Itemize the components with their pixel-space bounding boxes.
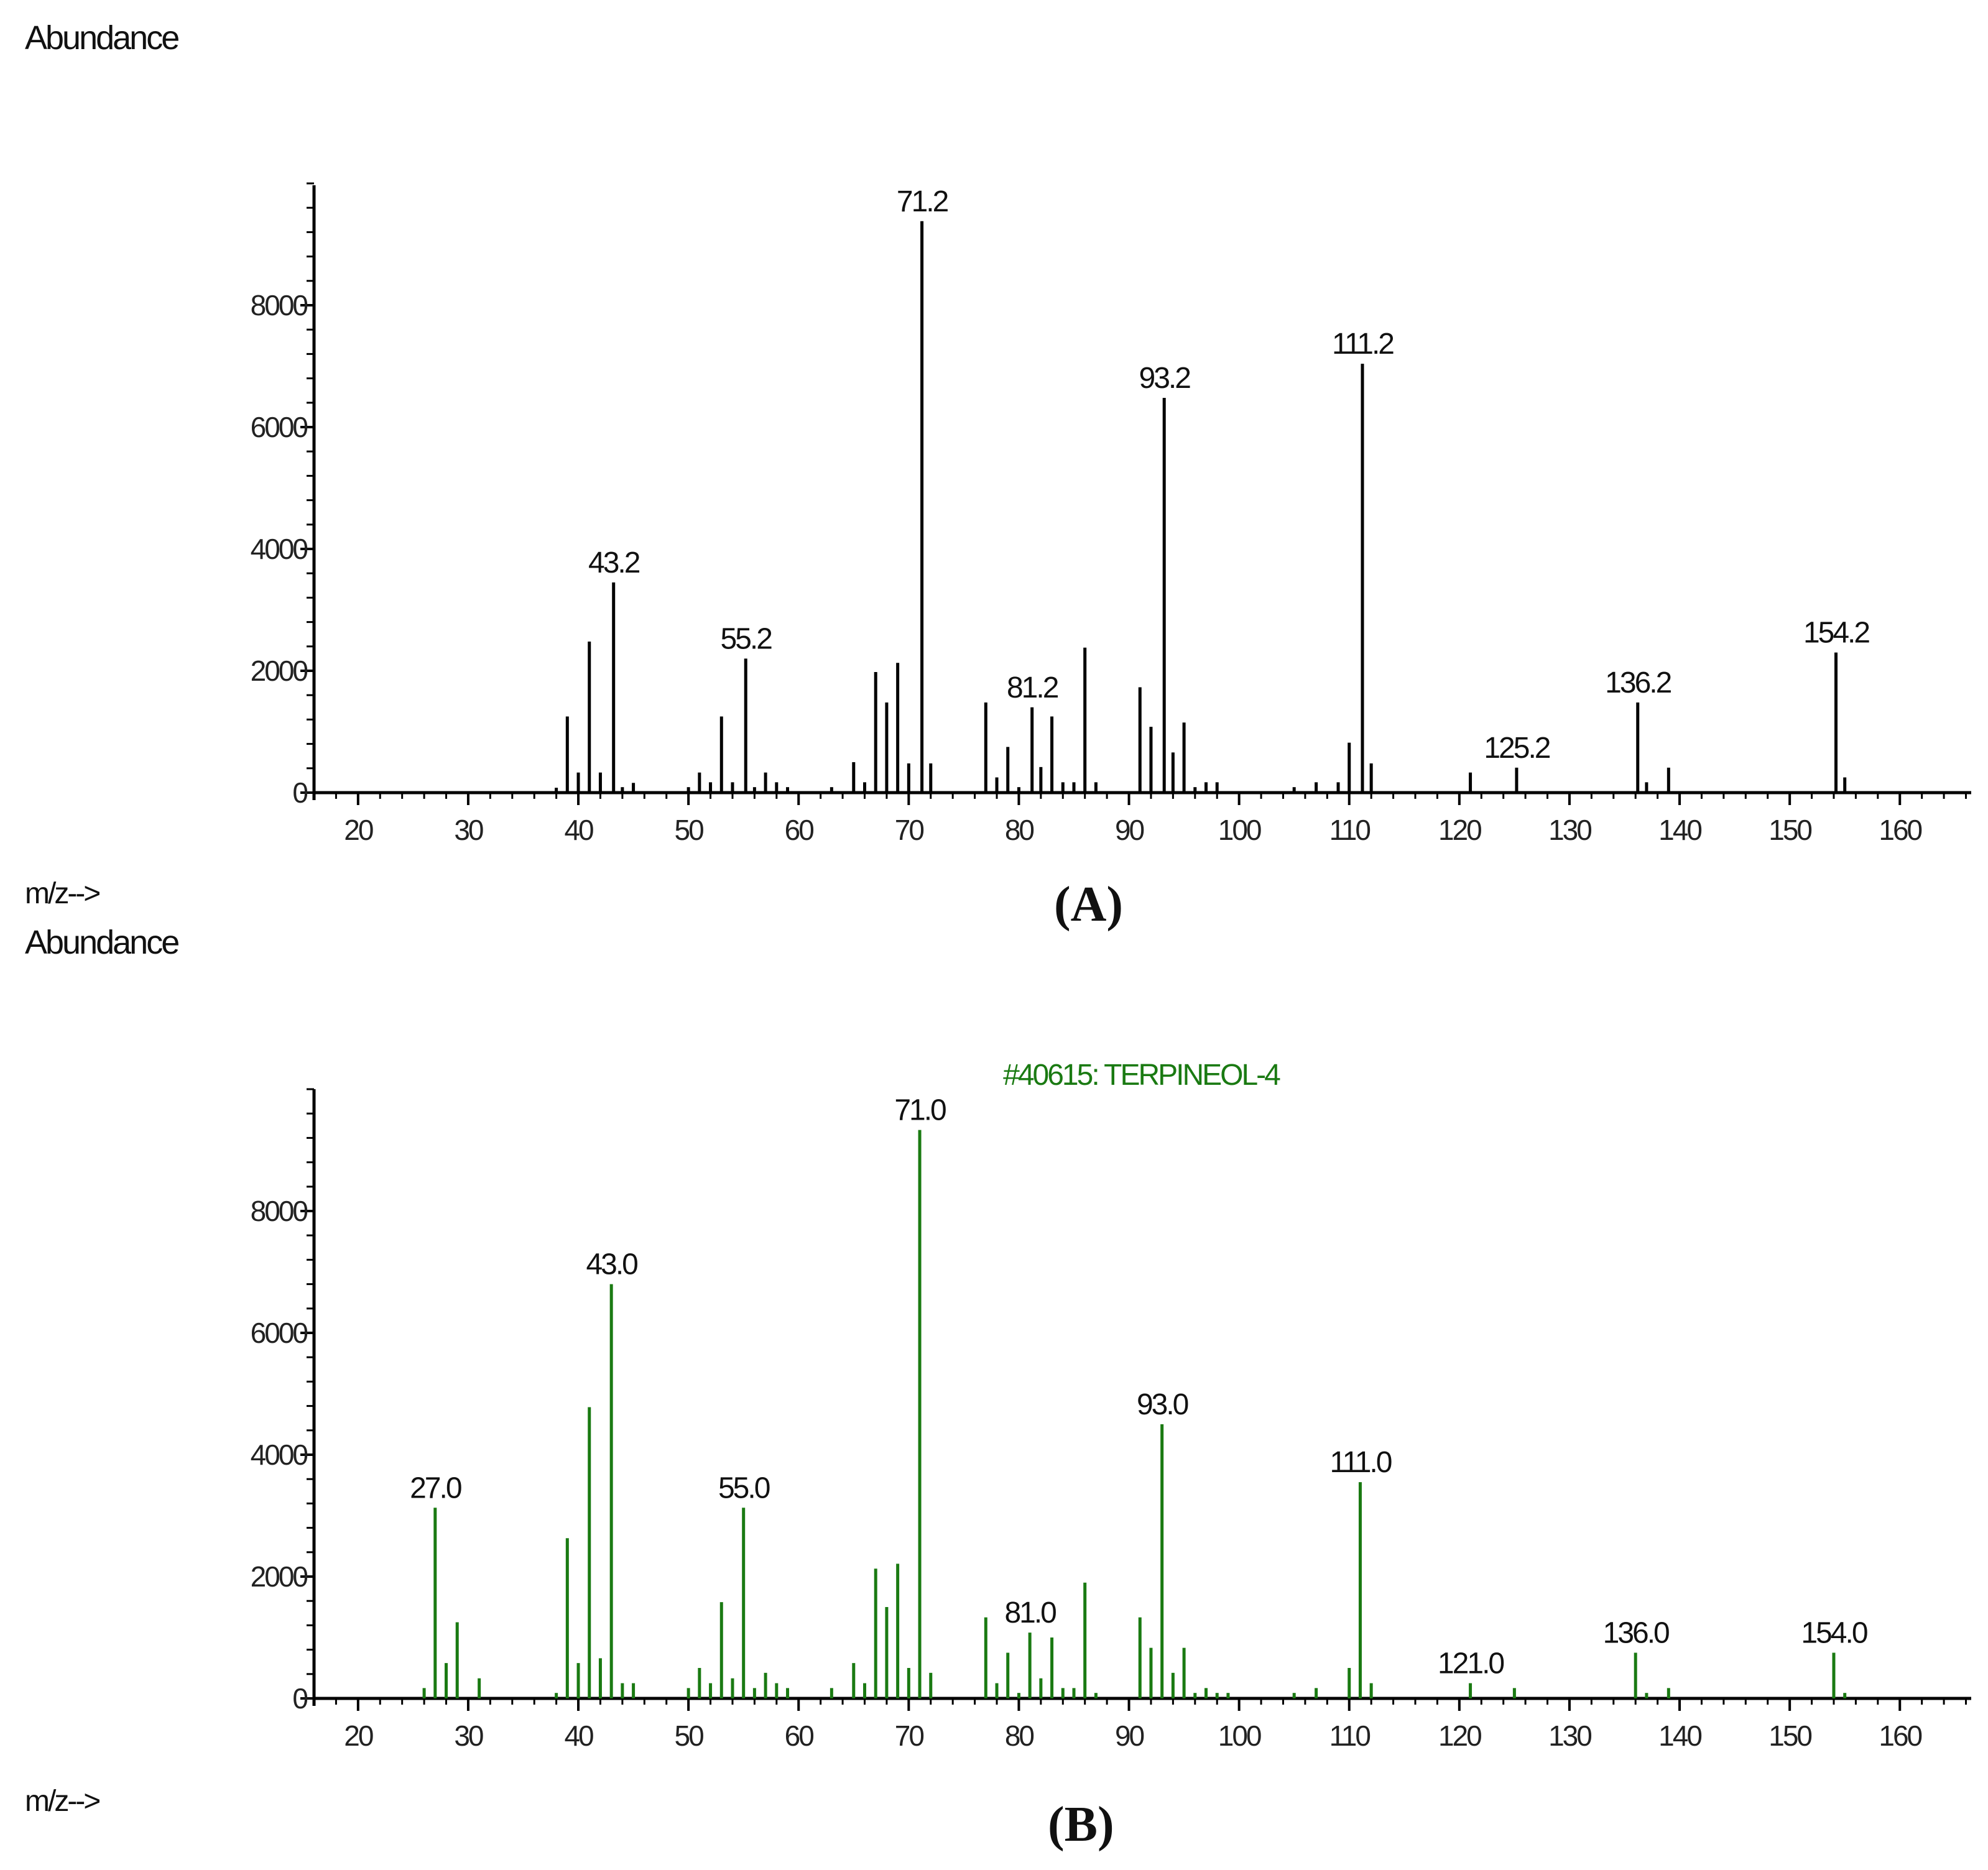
spectrum-b-x-tick-label: 140 [1658, 1720, 1701, 1752]
spectrum-a-x-tick-label: 110 [1329, 814, 1371, 846]
spectrum-b-peak-label: 136.0 [1603, 1617, 1669, 1650]
spectrum-a-peak-label: 43.2 [588, 546, 640, 579]
spectrum-a-x-tick-label: 100 [1218, 814, 1261, 846]
spectrum-b-peak-label: 81.0 [1004, 1596, 1056, 1629]
spectrum-b-x-tick-label: 40 [564, 1720, 593, 1752]
spectrum-a-x-tick-label: 30 [454, 814, 483, 846]
spectrum-b-y-tick-label: 8000 [251, 1195, 308, 1227]
spectrum-a-x-tick-label: 140 [1658, 814, 1701, 846]
spectrum-b-y-tick-label: 2000 [251, 1560, 308, 1593]
spectrum-a-chart: 20 30 40 50 60 70 80 90 100 110 120 130 140 150 160 0 20… [251, 182, 1971, 846]
spectrum-b-peak-label: 55.0 [718, 1472, 770, 1504]
spectrum-b-x-tick-label: 70 [895, 1720, 924, 1752]
spectrum-a-peak-label: 93.2 [1139, 362, 1191, 395]
panel-b-mz-label: m/z--> [25, 1785, 101, 1818]
spectrum-a-x-tick-label: 20 [344, 814, 373, 846]
spectrum-b-peak-label: 111.0 [1329, 1446, 1391, 1479]
spectrum-b-peak-label: 93.0 [1137, 1388, 1188, 1421]
spectrum-b-peak-label: 154.0 [1801, 1617, 1867, 1650]
spectrum-b-x-tick-label: 110 [1329, 1720, 1371, 1752]
spectrum-b-x-tick-label: 160 [1879, 1720, 1921, 1752]
panel-b-abundance-label: Abundance [25, 924, 180, 961]
spectrum-a-y-tick-label: 2000 [251, 655, 308, 687]
spectrum-a-x-tick-label: 90 [1115, 814, 1144, 846]
spectrum-a-x-tick-label: 130 [1548, 814, 1591, 846]
spectrum-b-x-tick-label: 100 [1218, 1720, 1261, 1752]
spectrum-b-y-tick-label: 6000 [251, 1317, 308, 1349]
spectrum-a-y-tick-label: 6000 [251, 411, 308, 443]
spectrum-b-x-tick-label: 50 [675, 1720, 704, 1752]
spectrum-a-peak-label: 125.2 [1484, 732, 1550, 765]
spectrum-a-y-tick-label: 0 [292, 776, 307, 809]
spectrum-b-x-tick-label: 60 [785, 1720, 814, 1752]
panel-a-abundance-label: Abundance [25, 19, 180, 57]
spectrum-b-x-tick-label: 120 [1438, 1720, 1481, 1752]
spectrum-b-x-tick-label: 20 [344, 1720, 373, 1752]
spectrum-b-x-tick-label: 150 [1768, 1720, 1811, 1752]
spectrum-a-peak-label: 55.2 [721, 622, 772, 655]
spectrum-a-y-tick-label: 8000 [251, 289, 308, 321]
panel-b-caption: (B) [1048, 1797, 1114, 1852]
spectrum-b-x-tick-label: 80 [1005, 1720, 1034, 1752]
spectrum-a-x-tick-label: 150 [1768, 814, 1811, 846]
spectrum-b-x-tick-label: 30 [454, 1720, 483, 1752]
panel-a-mz-label: m/z--> [25, 877, 101, 910]
spectrum-b-chart: 20 30 40 50 60 70 80 90 100 110 120 130 140 150 160 0 20… [251, 1059, 1971, 1752]
spectrum-a-x-tick-label: 60 [785, 814, 814, 846]
spectrum-a-x-tick-label: 160 [1879, 814, 1921, 846]
spectrum-b-title: #40615: TERPINEOL-4 [1003, 1059, 1280, 1092]
spectrum-a-y-tick-label: 4000 [251, 533, 308, 565]
spectrum-a-peak-label: 71.2 [897, 185, 948, 218]
spectrum-b-x-tick-label: 130 [1548, 1720, 1591, 1752]
spectrum-a-peak-label: 81.2 [1007, 671, 1058, 704]
spectrum-b-y-tick-label: 0 [292, 1682, 307, 1715]
spectrum-b-peak-label: 27.0 [410, 1472, 461, 1504]
spectrum-b-peak-label: 121.0 [1438, 1647, 1504, 1680]
spectrum-a-x-tick-label: 80 [1005, 814, 1034, 846]
spectrum-a-peak-label: 154.2 [1803, 617, 1869, 650]
spectrum-b-y-tick-label: 4000 [251, 1439, 308, 1471]
spectrum-a-peak-label: 111.2 [1332, 328, 1394, 361]
spectrum-a-x-tick-label: 70 [895, 814, 924, 846]
spectrum-b-peak-label: 71.0 [894, 1094, 946, 1127]
spectrum-a-peak-label: 136.2 [1605, 666, 1671, 699]
panel-a-caption: (A) [1054, 877, 1124, 932]
spectrum-b-peak-label: 43.0 [586, 1248, 637, 1281]
spectrum-a-x-tick-label: 40 [564, 814, 593, 846]
spectrum-a-x-tick-label: 120 [1438, 814, 1481, 846]
spectrum-a-x-tick-label: 50 [675, 814, 704, 846]
spectrum-b-x-tick-label: 90 [1115, 1720, 1144, 1752]
